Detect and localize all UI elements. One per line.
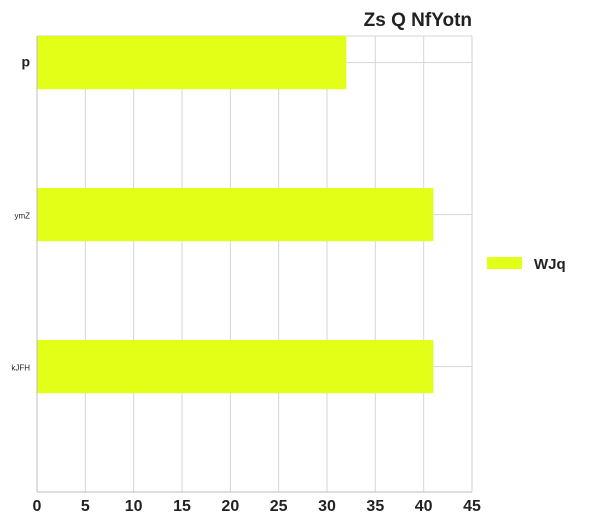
category-label: p [21,54,30,70]
bar-ymZ [37,188,434,242]
x-tick-label: 30 [318,498,336,515]
bar-kJFH [37,340,434,394]
category-label: ymZ [14,212,30,221]
legend-swatch [487,257,522,269]
x-tick-label: 15 [173,498,191,515]
x-tick-label: 45 [463,498,481,515]
bar-p [37,36,347,90]
x-tick-label: 20 [221,498,239,515]
x-tick-label: 5 [81,498,90,515]
legend-label: WJq [534,256,566,273]
x-tick-label: 10 [125,498,143,515]
bars [37,36,434,394]
axes: 0 5 10 15 20 25 30 35 40 45 p ymZ kJFH [11,36,481,515]
legend: WJq [487,256,566,273]
x-tick-label: 0 [33,498,42,515]
x-tick-label: 40 [415,498,433,515]
category-label: kJFH [11,364,30,373]
chart-title: Zs Q NfYotn [364,10,472,31]
x-tick-label: 35 [366,498,384,515]
grid-lines [36,35,473,492]
x-tick-label: 25 [270,498,288,515]
